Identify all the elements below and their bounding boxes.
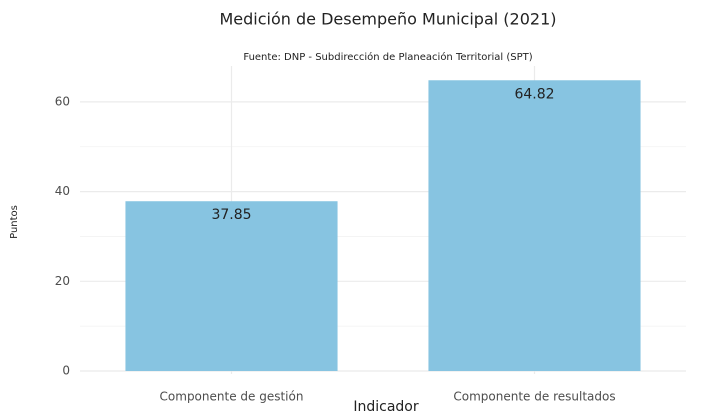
- y-tick-label: 20: [55, 274, 70, 288]
- value-label: 64.82: [514, 86, 554, 102]
- chart-subtitle: Fuente: DNP - Subdirección de Planeación…: [243, 51, 532, 63]
- y-tick-label: 60: [55, 94, 70, 108]
- value-label: 37.85: [211, 207, 251, 223]
- x-tick-label: Componente de gestión: [160, 390, 304, 404]
- bar: [125, 201, 338, 371]
- bar: [428, 80, 641, 371]
- y-tick-label: 40: [55, 184, 70, 198]
- y-tick-label: 0: [62, 364, 70, 378]
- x-axis-title: Indicador: [353, 399, 419, 414]
- y-axis-title: Puntos: [9, 205, 20, 239]
- chart-title: Medición de Desempeño Municipal (2021): [219, 10, 556, 29]
- x-tick-label: Componente de resultados: [453, 390, 615, 404]
